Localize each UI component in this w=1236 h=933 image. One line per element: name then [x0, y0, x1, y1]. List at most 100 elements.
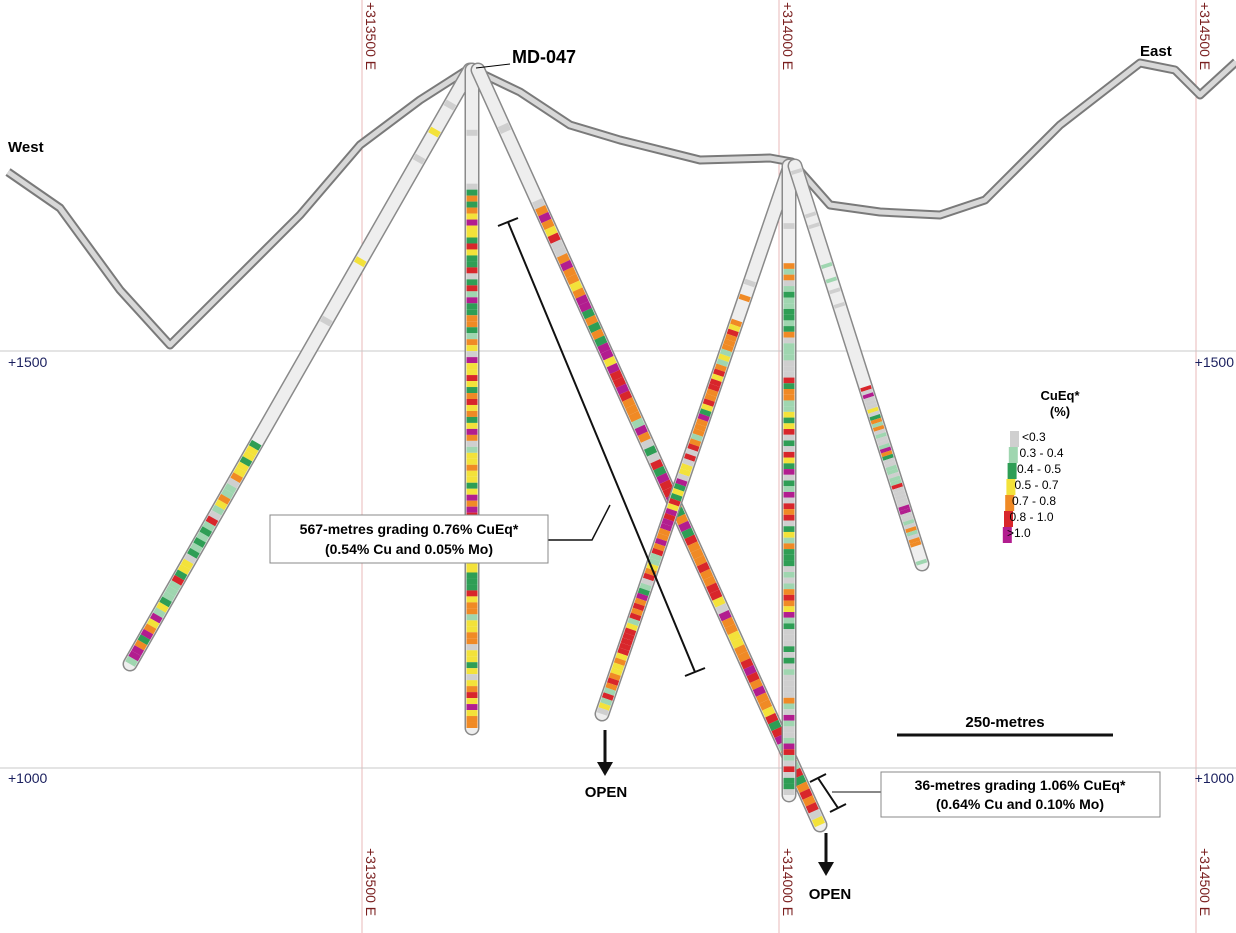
- assay-interval: [682, 458, 695, 467]
- assay-interval: [603, 687, 616, 696]
- assay-interval: [125, 655, 138, 667]
- assay-interval: [208, 510, 222, 521]
- assay-interval: [156, 601, 169, 613]
- assay-interval: [641, 577, 654, 587]
- assay-interval: [187, 547, 200, 559]
- assay-interval: [634, 597, 647, 607]
- direction-label: West: [8, 139, 44, 156]
- assay-interval: [749, 678, 763, 690]
- assay-interval: [630, 607, 644, 617]
- assay-interval: [654, 537, 668, 547]
- assay-interval: [637, 587, 650, 597]
- assay-interval: [640, 438, 655, 450]
- drill-holes: [122, 62, 930, 833]
- assay-interval: [656, 472, 670, 485]
- legend-label: 0.7 - 0.8: [1012, 494, 1056, 508]
- assay-interval: [660, 522, 673, 532]
- assay-interval: [790, 167, 803, 175]
- assay-interval: [569, 280, 583, 292]
- assay-interval: [594, 335, 608, 347]
- assay-interval: [869, 413, 882, 421]
- assay-interval: [879, 446, 892, 454]
- assay-interval: [718, 353, 731, 363]
- assay-interval: [885, 464, 898, 472]
- assay-interval: [699, 568, 714, 581]
- assay-interval: [233, 466, 247, 478]
- assay-interval: [864, 399, 877, 407]
- elevation-label: +1000: [1195, 770, 1235, 786]
- assay-interval: [629, 612, 642, 622]
- assay-interval: [636, 592, 649, 602]
- legend-title: CuEq*: [1041, 388, 1081, 403]
- assay-interval: [625, 622, 638, 632]
- assay-interval: [861, 388, 873, 396]
- easting-label: +313500 E: [363, 848, 379, 916]
- assay-interval: [619, 642, 632, 652]
- annotation-text: 567-metres grading 0.76% CuEq*: [300, 521, 519, 537]
- assay-interval: [634, 424, 648, 437]
- assay-interval: [706, 388, 719, 397]
- assay-interval: [613, 657, 627, 666]
- interval-bracket: [497, 217, 706, 677]
- assay-interval: [762, 706, 776, 718]
- assay-interval: [202, 520, 216, 532]
- assay-interval: [702, 398, 715, 407]
- assay-interval: [771, 726, 785, 739]
- assay-interval: [544, 225, 558, 237]
- assay-interval: [724, 333, 738, 343]
- assay-interval: [820, 262, 833, 269]
- assay-interval: [651, 547, 664, 557]
- assay-interval: [607, 677, 620, 686]
- assay-interval: [805, 802, 819, 814]
- assay-interval: [600, 349, 614, 361]
- assay-interval: [895, 497, 908, 505]
- assay-interval: [242, 450, 256, 462]
- assay-interval: [656, 532, 669, 542]
- assay-interval: [245, 445, 259, 457]
- assay-interval: [902, 518, 915, 526]
- assay-interval: [678, 520, 692, 533]
- assay-interval: [690, 548, 704, 560]
- assay-interval: [867, 406, 879, 414]
- assay-interval: [619, 390, 633, 402]
- assay-interval: [617, 647, 630, 657]
- assay-interval: [721, 343, 734, 353]
- assay-interval: [196, 531, 209, 543]
- assay-interval: [872, 424, 885, 432]
- assay-interval: [248, 439, 262, 451]
- open-arrow: [597, 730, 613, 776]
- assay-interval: [162, 591, 175, 602]
- assay-interval: [889, 475, 901, 483]
- assay-interval: [677, 473, 690, 482]
- assay-interval: [714, 363, 727, 373]
- assay-interval: [695, 418, 709, 427]
- assay-interval: [205, 515, 219, 527]
- assay-interval: [174, 569, 188, 581]
- assay-interval: [180, 558, 194, 570]
- assay-interval: [140, 628, 154, 640]
- legend-unit: (%): [1050, 404, 1070, 419]
- assay-interval: [663, 512, 676, 522]
- assay-interval: [665, 507, 678, 517]
- assay-interval: [675, 478, 688, 487]
- assay-interval: [578, 301, 592, 313]
- assay-interval: [497, 122, 511, 135]
- assay-interval: [230, 472, 243, 484]
- assay-interval: [153, 607, 166, 619]
- assay-interval: [642, 572, 656, 582]
- assay-interval: [221, 488, 234, 500]
- assay-interval: [865, 403, 878, 411]
- assay-interval: [808, 222, 820, 230]
- assay-interval: [550, 239, 564, 251]
- assay-interval: [588, 321, 602, 334]
- assay-interval: [687, 541, 701, 553]
- annotation-box: [269, 514, 549, 564]
- assay-interval: [236, 461, 250, 473]
- assay-interval: [900, 511, 913, 519]
- assay-interval: [653, 465, 667, 478]
- assay-interval: [727, 630, 742, 642]
- assay-interval: [860, 385, 872, 392]
- assay-interval: [730, 318, 743, 328]
- assay-interval: [622, 632, 635, 642]
- easting-label: +314500 E: [1197, 848, 1213, 916]
